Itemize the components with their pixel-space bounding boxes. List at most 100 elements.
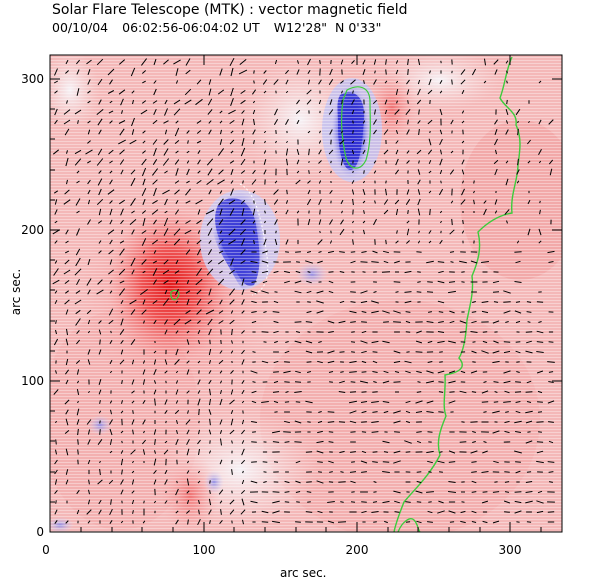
vector-mark	[131, 269, 135, 275]
vector-mark	[363, 170, 365, 174]
vector-mark	[108, 149, 114, 155]
vector-mark	[66, 100, 68, 104]
vector-mark	[96, 198, 104, 206]
vector-mark	[131, 390, 135, 394]
vector-mark	[241, 289, 245, 295]
vector-mark	[407, 69, 409, 75]
vector-mark	[395, 69, 399, 75]
vector-mark	[86, 309, 92, 315]
vector-mark	[340, 199, 344, 205]
vector-mark	[118, 139, 126, 145]
vector-mark	[54, 260, 58, 264]
vector-mark	[99, 468, 101, 476]
vector-mark	[362, 149, 366, 155]
vector-mark	[340, 59, 344, 65]
vector-mark	[219, 430, 223, 434]
vector-mark	[306, 491, 312, 493]
vector-mark	[141, 100, 147, 104]
vector-mark	[471, 320, 477, 324]
vector-mark	[383, 129, 389, 135]
vector-mark	[272, 430, 280, 434]
vector-mark	[473, 180, 475, 184]
vector-mark	[241, 110, 245, 114]
vector-mark	[493, 340, 499, 344]
vector-mark	[373, 521, 377, 523]
vector-mark	[506, 99, 508, 105]
vector-mark	[473, 199, 475, 205]
vector-mark	[417, 179, 421, 185]
vector-mark	[504, 420, 510, 424]
vector-mark	[163, 217, 169, 227]
vector-mark	[153, 458, 157, 466]
vector-mark	[131, 379, 135, 385]
vector-mark	[339, 139, 345, 145]
vector-mark	[448, 450, 456, 454]
vector-mark	[515, 341, 521, 343]
vector-mark	[373, 79, 377, 85]
vector-mark	[196, 130, 202, 134]
vector-mark	[109, 370, 113, 374]
vector-mark	[175, 439, 179, 445]
vector-mark	[373, 59, 377, 65]
vector-mark	[415, 411, 423, 413]
vector-mark	[66, 150, 68, 154]
vector-mark	[207, 249, 213, 255]
vector-mark	[131, 229, 135, 235]
y-tick-label-300: 300	[21, 72, 44, 86]
vector-mark	[527, 199, 531, 205]
vector-mark	[229, 399, 235, 405]
vector-mark	[252, 190, 256, 194]
vector-mark	[494, 138, 498, 146]
vector-mark	[406, 351, 410, 353]
vector-mark	[174, 180, 180, 184]
vector-mark	[327, 360, 335, 364]
vector-mark	[76, 170, 80, 174]
vector-mark	[461, 230, 465, 234]
vector-mark	[109, 520, 113, 524]
vector-mark	[328, 79, 334, 85]
vector-mark	[196, 239, 202, 245]
vector-mark	[120, 219, 124, 225]
vector-mark	[417, 271, 421, 273]
vector-mark	[526, 471, 532, 473]
vector-mark	[437, 460, 445, 464]
vector-mark	[229, 208, 235, 216]
vector-mark	[219, 419, 223, 425]
vector-mark	[295, 270, 301, 274]
vector-mark	[318, 160, 322, 164]
vector-mark	[272, 500, 280, 504]
vector-mark	[525, 350, 533, 354]
vector-mark	[110, 330, 112, 334]
vector-mark	[241, 238, 245, 246]
vector-mark	[152, 168, 158, 176]
vector-mark	[384, 99, 388, 105]
vector-mark	[132, 99, 134, 105]
vector-mark	[120, 260, 124, 264]
vector-mark	[153, 58, 157, 66]
vector-mark	[329, 129, 333, 135]
vector-mark	[405, 501, 411, 503]
vector-mark	[471, 471, 477, 473]
x-axis-label: arc sec.	[280, 566, 327, 580]
vector-mark	[515, 320, 521, 324]
vector-mark	[385, 239, 387, 245]
vector-mark	[253, 80, 255, 84]
vector-mark	[426, 370, 434, 374]
vector-mark	[75, 257, 81, 267]
vector-mark	[86, 278, 92, 286]
vector-mark	[206, 158, 214, 166]
vector-mark	[186, 150, 190, 154]
vector-mark	[153, 187, 157, 197]
vector-mark	[295, 521, 301, 523]
vector-mark	[350, 480, 356, 484]
vector-mark	[198, 339, 200, 345]
vector-mark	[395, 149, 399, 155]
vector-mark	[53, 80, 59, 84]
vector-mark	[472, 361, 476, 363]
vector-mark	[229, 319, 235, 325]
vector-mark	[438, 321, 444, 323]
vector-mark	[360, 401, 368, 403]
vector-mark	[65, 240, 69, 244]
vector-mark	[205, 209, 215, 215]
vector-mark	[448, 461, 456, 463]
